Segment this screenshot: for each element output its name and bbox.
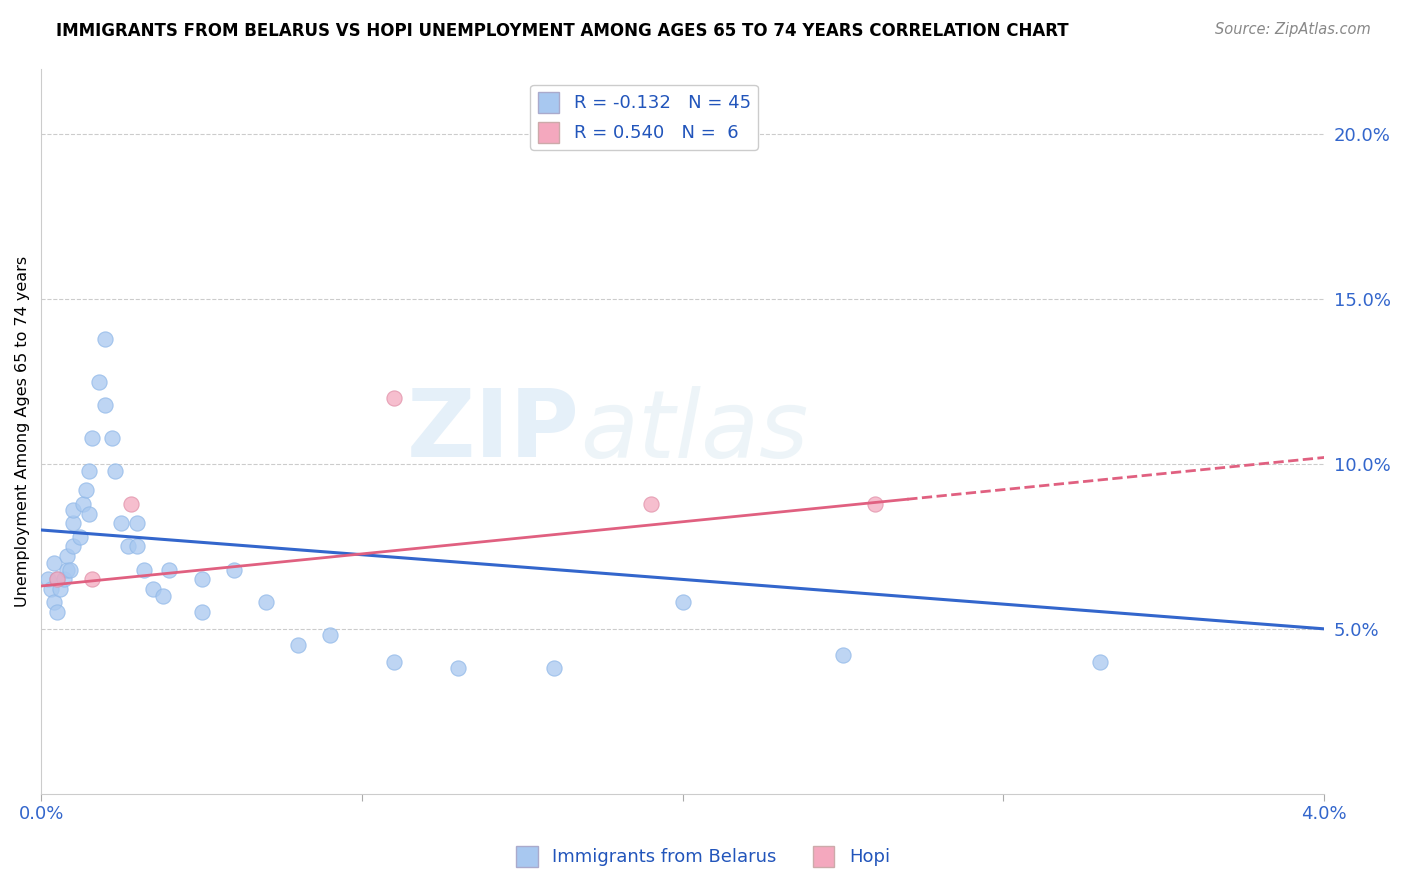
- Point: [110, 516, 132, 531]
- Point: [190, 606, 212, 620]
- Point: [100, 431, 122, 445]
- Point: [37, 573, 59, 587]
- Point: [77, 507, 100, 521]
- Point: [254, 595, 277, 609]
- Point: [640, 497, 662, 511]
- Point: [222, 562, 245, 576]
- Point: [287, 638, 309, 652]
- Point: [82, 431, 104, 445]
- Point: [127, 516, 149, 531]
- Text: Source: ZipAtlas.com: Source: ZipAtlas.com: [1215, 22, 1371, 37]
- Point: [152, 589, 174, 603]
- Point: [87, 375, 110, 389]
- Point: [42, 556, 65, 570]
- Point: [69, 530, 91, 544]
- Point: [75, 483, 97, 498]
- Point: [46, 573, 69, 587]
- Y-axis label: Unemployment Among Ages 65 to 74 years: Unemployment Among Ages 65 to 74 years: [15, 255, 30, 607]
- Point: [62, 516, 84, 531]
- Point: [190, 573, 212, 587]
- Point: [1088, 655, 1111, 669]
- Point: [132, 562, 155, 576]
- Text: ZIP: ZIP: [408, 385, 581, 477]
- Point: [77, 464, 100, 478]
- Point: [49, 582, 72, 597]
- Point: [62, 540, 84, 554]
- Point: [59, 562, 82, 576]
- Point: [62, 503, 84, 517]
- Point: [120, 497, 142, 511]
- Point: [832, 648, 855, 663]
- Point: [382, 655, 405, 669]
- Point: [72, 497, 94, 511]
- Point: [863, 497, 886, 511]
- Point: [55, 562, 77, 576]
- Text: atlas: atlas: [581, 385, 808, 476]
- Point: [382, 391, 405, 405]
- Point: [672, 595, 695, 609]
- Point: [46, 573, 69, 587]
- Legend: Immigrants from Belarus, Hopi: Immigrants from Belarus, Hopi: [509, 838, 897, 874]
- Point: [104, 464, 127, 478]
- Point: [117, 540, 139, 554]
- Point: [159, 562, 181, 576]
- Point: [46, 606, 69, 620]
- Point: [142, 582, 165, 597]
- Legend: R = -0.132   N = 45, R = 0.540   N =  6: R = -0.132 N = 45, R = 0.540 N = 6: [530, 85, 758, 150]
- Point: [42, 595, 65, 609]
- Point: [543, 661, 565, 675]
- Point: [52, 573, 75, 587]
- Text: IMMIGRANTS FROM BELARUS VS HOPI UNEMPLOYMENT AMONG AGES 65 TO 74 YEARS CORRELATI: IMMIGRANTS FROM BELARUS VS HOPI UNEMPLOY…: [56, 22, 1069, 40]
- Point: [82, 573, 104, 587]
- Point: [447, 661, 470, 675]
- Point: [319, 628, 342, 642]
- Point: [94, 398, 117, 412]
- Point: [55, 549, 77, 564]
- Point: [127, 540, 149, 554]
- Point: [94, 332, 117, 346]
- Point: [39, 582, 62, 597]
